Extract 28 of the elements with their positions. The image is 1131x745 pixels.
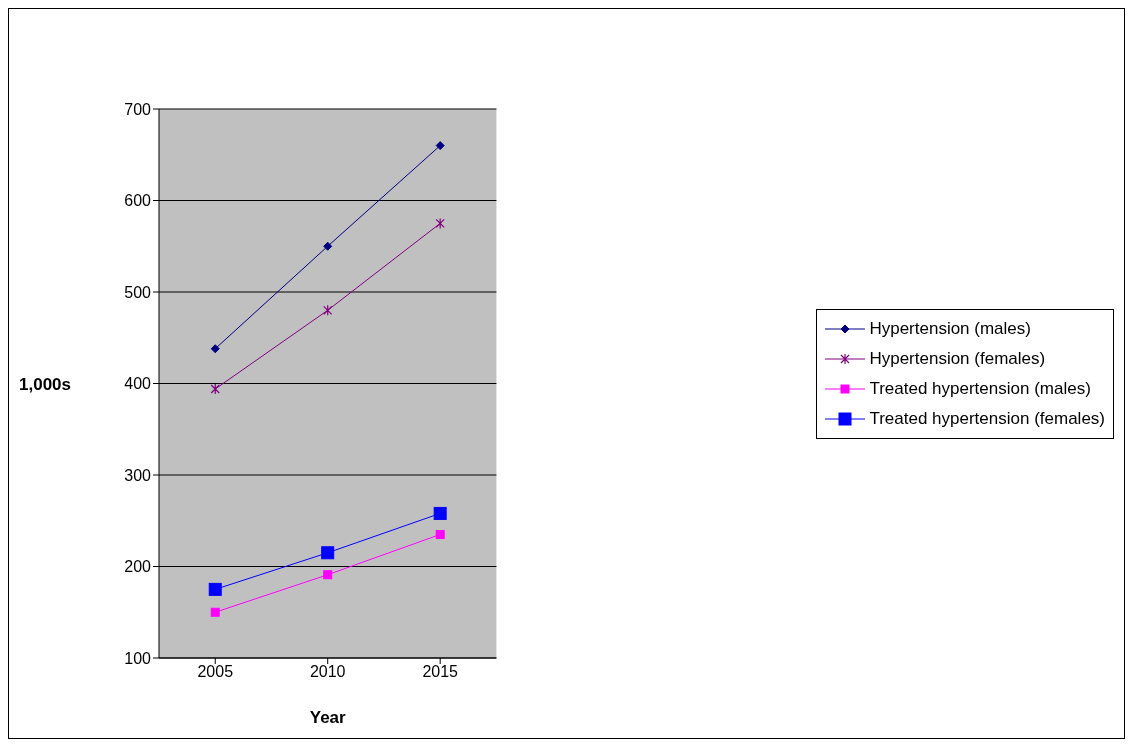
legend-label: Hypertension (females): [869, 348, 1046, 369]
point: [208, 582, 222, 596]
point: [435, 217, 445, 229]
point: [210, 607, 220, 617]
point: [435, 141, 445, 151]
x-axis-title: Year: [309, 708, 347, 727]
point: [321, 546, 335, 560]
point: [210, 344, 220, 354]
point: [323, 570, 333, 580]
point: [435, 529, 445, 539]
y-axis-title: 1,000s: [19, 374, 71, 394]
point: [210, 383, 220, 395]
y-tick-label: 300: [124, 466, 152, 484]
point: [323, 304, 333, 316]
y-tick-label: 700: [124, 100, 152, 118]
y-tick-label: 400: [124, 375, 152, 393]
legend-label: Treated hypertension (females): [869, 408, 1105, 429]
y-tick-label: 100: [124, 649, 152, 667]
y-tick-label: 200: [124, 558, 152, 576]
point: [323, 241, 333, 251]
x-tick-label: 2005: [197, 663, 234, 681]
y-tick-label: 500: [124, 283, 152, 301]
legend-label: Treated hypertension (males): [869, 378, 1091, 399]
point: [433, 506, 447, 520]
legend-label: Hypertension (males): [869, 318, 1031, 339]
x-tick-label: 2015: [422, 663, 459, 681]
x-tick-label: 2010: [309, 663, 346, 681]
y-tick-label: 600: [124, 192, 152, 210]
